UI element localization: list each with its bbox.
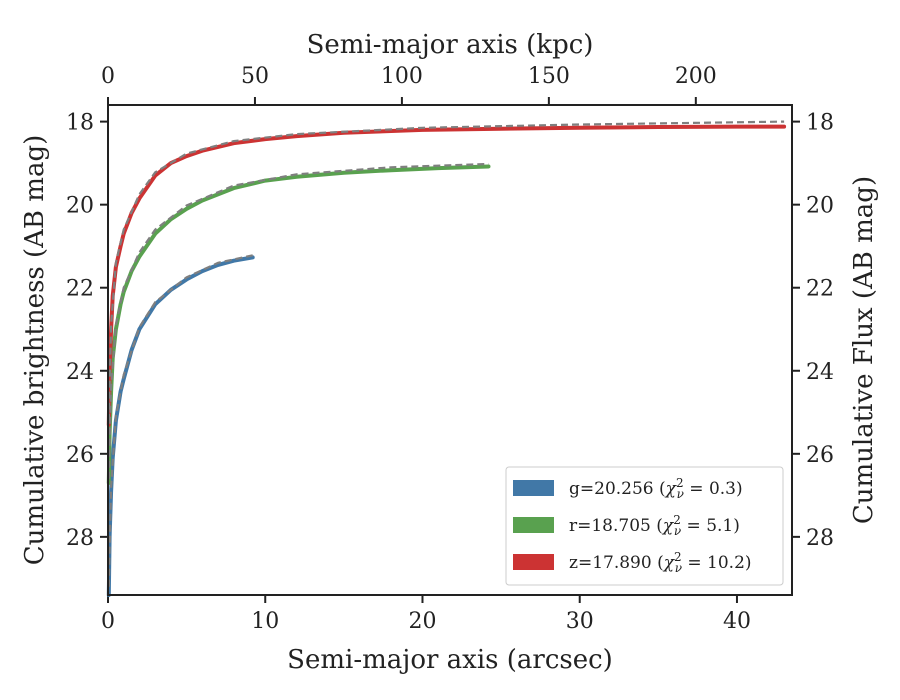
legend-entries: g=20.256 (χ2 ν = 0.3) r=18.705 (χ2 ν = 5.1)… [513, 476, 752, 575]
y-tick-label: 28 [66, 526, 94, 551]
y-tick-label: 18 [66, 111, 94, 136]
right-y-ticks: 18 20 22 24 26 28 [792, 111, 834, 551]
right-y-tick-label: 22 [806, 277, 834, 302]
x-axis-title: Semi-major axis (arcsec) [287, 645, 613, 675]
legend-swatch-g [513, 480, 554, 496]
top-tick-label: 150 [528, 64, 570, 89]
top-x-axis-title: Semi-major axis (kpc) [307, 30, 594, 60]
x-tick-label: 0 [101, 609, 115, 634]
legend-box [505, 466, 784, 586]
series-line-g [106, 255, 255, 597]
y-tick-label: 26 [66, 443, 94, 468]
bottom-x-ticks: 0 10 20 30 40 [101, 595, 751, 634]
model-layer [107, 120, 785, 587]
model-line-1 [107, 162, 489, 479]
top-x-ticks: 0 50 100 150 200 [101, 64, 717, 105]
model-line-0 [107, 254, 253, 587]
right-y-tick-label: 18 [806, 111, 834, 136]
legend-swatch-r [513, 517, 554, 533]
x-tick-label: 30 [566, 609, 594, 634]
x-tick-label: 10 [251, 609, 279, 634]
x-tick-label: 40 [723, 609, 751, 634]
right-y-tick-label: 20 [806, 194, 834, 219]
y-tick-label: 24 [66, 360, 94, 385]
legend-label-r: r=18.705 (χ2 ν = 5.1) [569, 513, 740, 538]
right-y-tick-label: 26 [806, 443, 834, 468]
top-tick-label: 0 [101, 64, 115, 89]
legend-label-z: z=17.890 (χ2 ν = 10.2) [569, 550, 752, 575]
legend: g=20.256 (χ2 ν = 0.3) r=18.705 (χ2 ν = 5.1)… [505, 466, 784, 586]
right-y-tick-label: 28 [806, 526, 834, 551]
legend-label-g: g=20.256 (χ2 ν = 0.3) [569, 476, 743, 501]
model-line-2 [107, 120, 785, 421]
series-line-r [106, 164, 491, 485]
top-tick-label: 100 [381, 64, 423, 89]
y-tick-label: 22 [66, 277, 94, 302]
legend-swatch-z [513, 554, 554, 570]
top-tick-label: 200 [675, 64, 717, 89]
right-y-tick-label: 24 [806, 360, 834, 385]
x-tick-label: 20 [408, 609, 436, 634]
y-axis-title: Cumulative brightness (AB mag) [20, 135, 50, 566]
plot-frame [107, 104, 793, 596]
top-tick-label: 50 [241, 64, 269, 89]
right-y-axis-title: Cumulative Flux (AB mag) [849, 176, 879, 524]
y-tick-label: 20 [66, 194, 94, 219]
series-line-z [106, 124, 787, 427]
left-y-ticks: 18 20 22 24 26 28 [66, 111, 108, 551]
